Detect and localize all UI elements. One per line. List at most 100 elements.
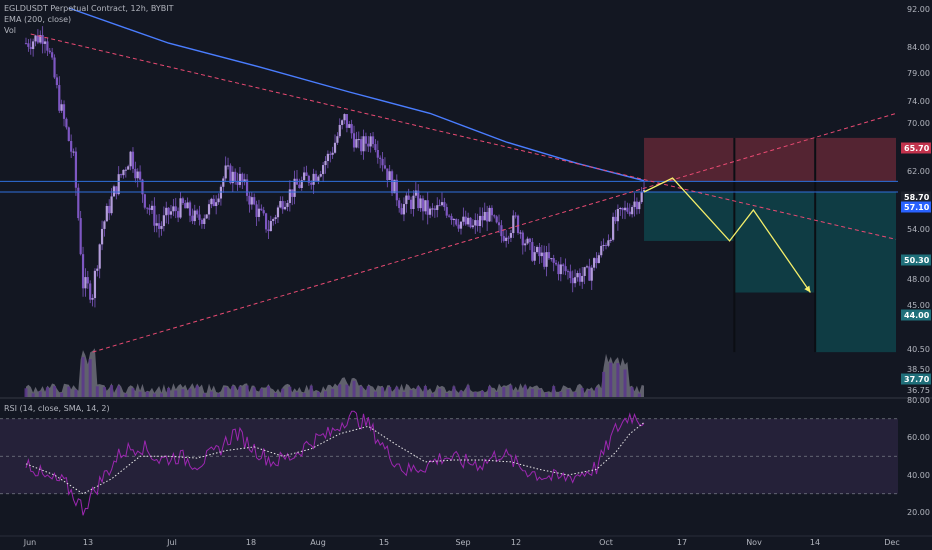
candle	[79, 210, 82, 256]
candle	[200, 218, 204, 229]
volume-bar	[60, 392, 64, 397]
candle	[96, 265, 99, 277]
candle	[48, 47, 51, 54]
volume-bar	[452, 386, 456, 397]
candle	[234, 168, 237, 185]
candle	[62, 100, 66, 127]
candle	[162, 206, 165, 232]
candle	[364, 132, 368, 152]
price-label-value: 37.70	[904, 375, 930, 384]
candle	[177, 207, 180, 223]
volume-bar	[609, 362, 613, 397]
projection-line	[643, 177, 811, 293]
candle	[424, 200, 427, 215]
volume-bar	[295, 392, 299, 397]
candle	[295, 170, 299, 185]
candle	[521, 230, 524, 255]
volume-bar	[630, 387, 634, 397]
candle	[581, 266, 584, 289]
time-tick-label: 12	[511, 538, 521, 547]
time-axis[interactable]: Jun 13 Jul 18 Aug 15 Sep 12 Oct 17 Nov 14 Dec	[23, 538, 900, 547]
volume-bar	[288, 386, 292, 397]
volume-bar	[438, 388, 442, 397]
volume-bar	[373, 391, 377, 397]
candle	[131, 147, 135, 173]
candle	[428, 206, 432, 219]
candle	[386, 168, 389, 188]
candle	[34, 34, 37, 47]
candle	[224, 156, 227, 183]
candle	[110, 188, 113, 216]
volume-bar	[338, 384, 342, 397]
time-tick-label: Jun	[23, 538, 37, 547]
drawing-lines[interactable]	[0, 33, 898, 353]
time-tick-label: Jul	[166, 538, 177, 547]
candle	[338, 118, 341, 139]
candle	[119, 173, 123, 178]
candle	[53, 54, 56, 79]
candle	[369, 133, 372, 153]
candle	[333, 134, 337, 154]
candle	[93, 268, 97, 308]
candle	[519, 229, 522, 239]
candle	[264, 212, 268, 233]
candle	[146, 207, 149, 214]
candle	[619, 206, 622, 216]
rsi-tick-label: 40.00	[907, 471, 930, 480]
volume-bar	[423, 386, 427, 397]
candle	[250, 192, 253, 210]
volume-bar	[516, 391, 520, 397]
candle	[376, 140, 379, 164]
candle	[181, 196, 184, 205]
candle	[357, 131, 360, 149]
candle	[464, 210, 467, 226]
candle	[371, 132, 375, 148]
candle	[557, 261, 560, 281]
ema-legend[interactable]: EMA (200, close)	[4, 15, 72, 24]
volume-bar	[110, 385, 114, 397]
volume-bar	[238, 386, 242, 397]
chart-legend: EGLDUSDT Perpetual Contract, 12h, BYBIT …	[4, 3, 174, 36]
candle	[362, 129, 365, 160]
candle	[150, 200, 154, 215]
candle	[191, 208, 194, 225]
projection-path[interactable]	[643, 177, 811, 293]
volume-legend[interactable]: Vol	[4, 26, 16, 35]
symbol-title[interactable]: EGLDUSDT Perpetual Contract, 12h, BYBIT	[4, 4, 174, 13]
volume-bar	[552, 386, 556, 397]
candle	[593, 257, 596, 271]
volume-bar	[259, 388, 263, 397]
candle	[526, 236, 529, 245]
volume-bar	[523, 385, 527, 397]
price-axis[interactable]: 92.00 84.00 79.00 74.00 70.00 62.00 54.00 48.00…	[0, 5, 932, 537]
candle	[207, 199, 211, 220]
candle	[136, 168, 139, 188]
ema-200-line	[68, 7, 645, 182]
candle	[27, 39, 30, 52]
candle	[345, 114, 349, 133]
candle	[100, 220, 104, 251]
candle	[478, 207, 482, 234]
volume-bar	[202, 393, 206, 397]
candle	[283, 200, 287, 211]
volume-bar	[316, 391, 320, 397]
candle	[533, 245, 536, 265]
candle	[74, 147, 78, 196]
candle	[153, 197, 156, 233]
candle	[70, 134, 73, 158]
candle	[600, 241, 603, 258]
candle	[400, 203, 403, 215]
rsi-title[interactable]: RSI (14, close, SMA, 14, 2)	[4, 404, 110, 413]
volume-bar	[594, 387, 598, 397]
candle	[500, 220, 503, 243]
candle	[638, 200, 641, 214]
volume-bar	[124, 393, 128, 397]
volume-bar	[530, 388, 534, 397]
candle	[433, 205, 436, 218]
candle	[571, 270, 574, 293]
time-tick-label: Nov	[746, 538, 762, 547]
candle	[203, 214, 206, 229]
volume-bar	[95, 386, 99, 397]
candle	[272, 217, 275, 226]
